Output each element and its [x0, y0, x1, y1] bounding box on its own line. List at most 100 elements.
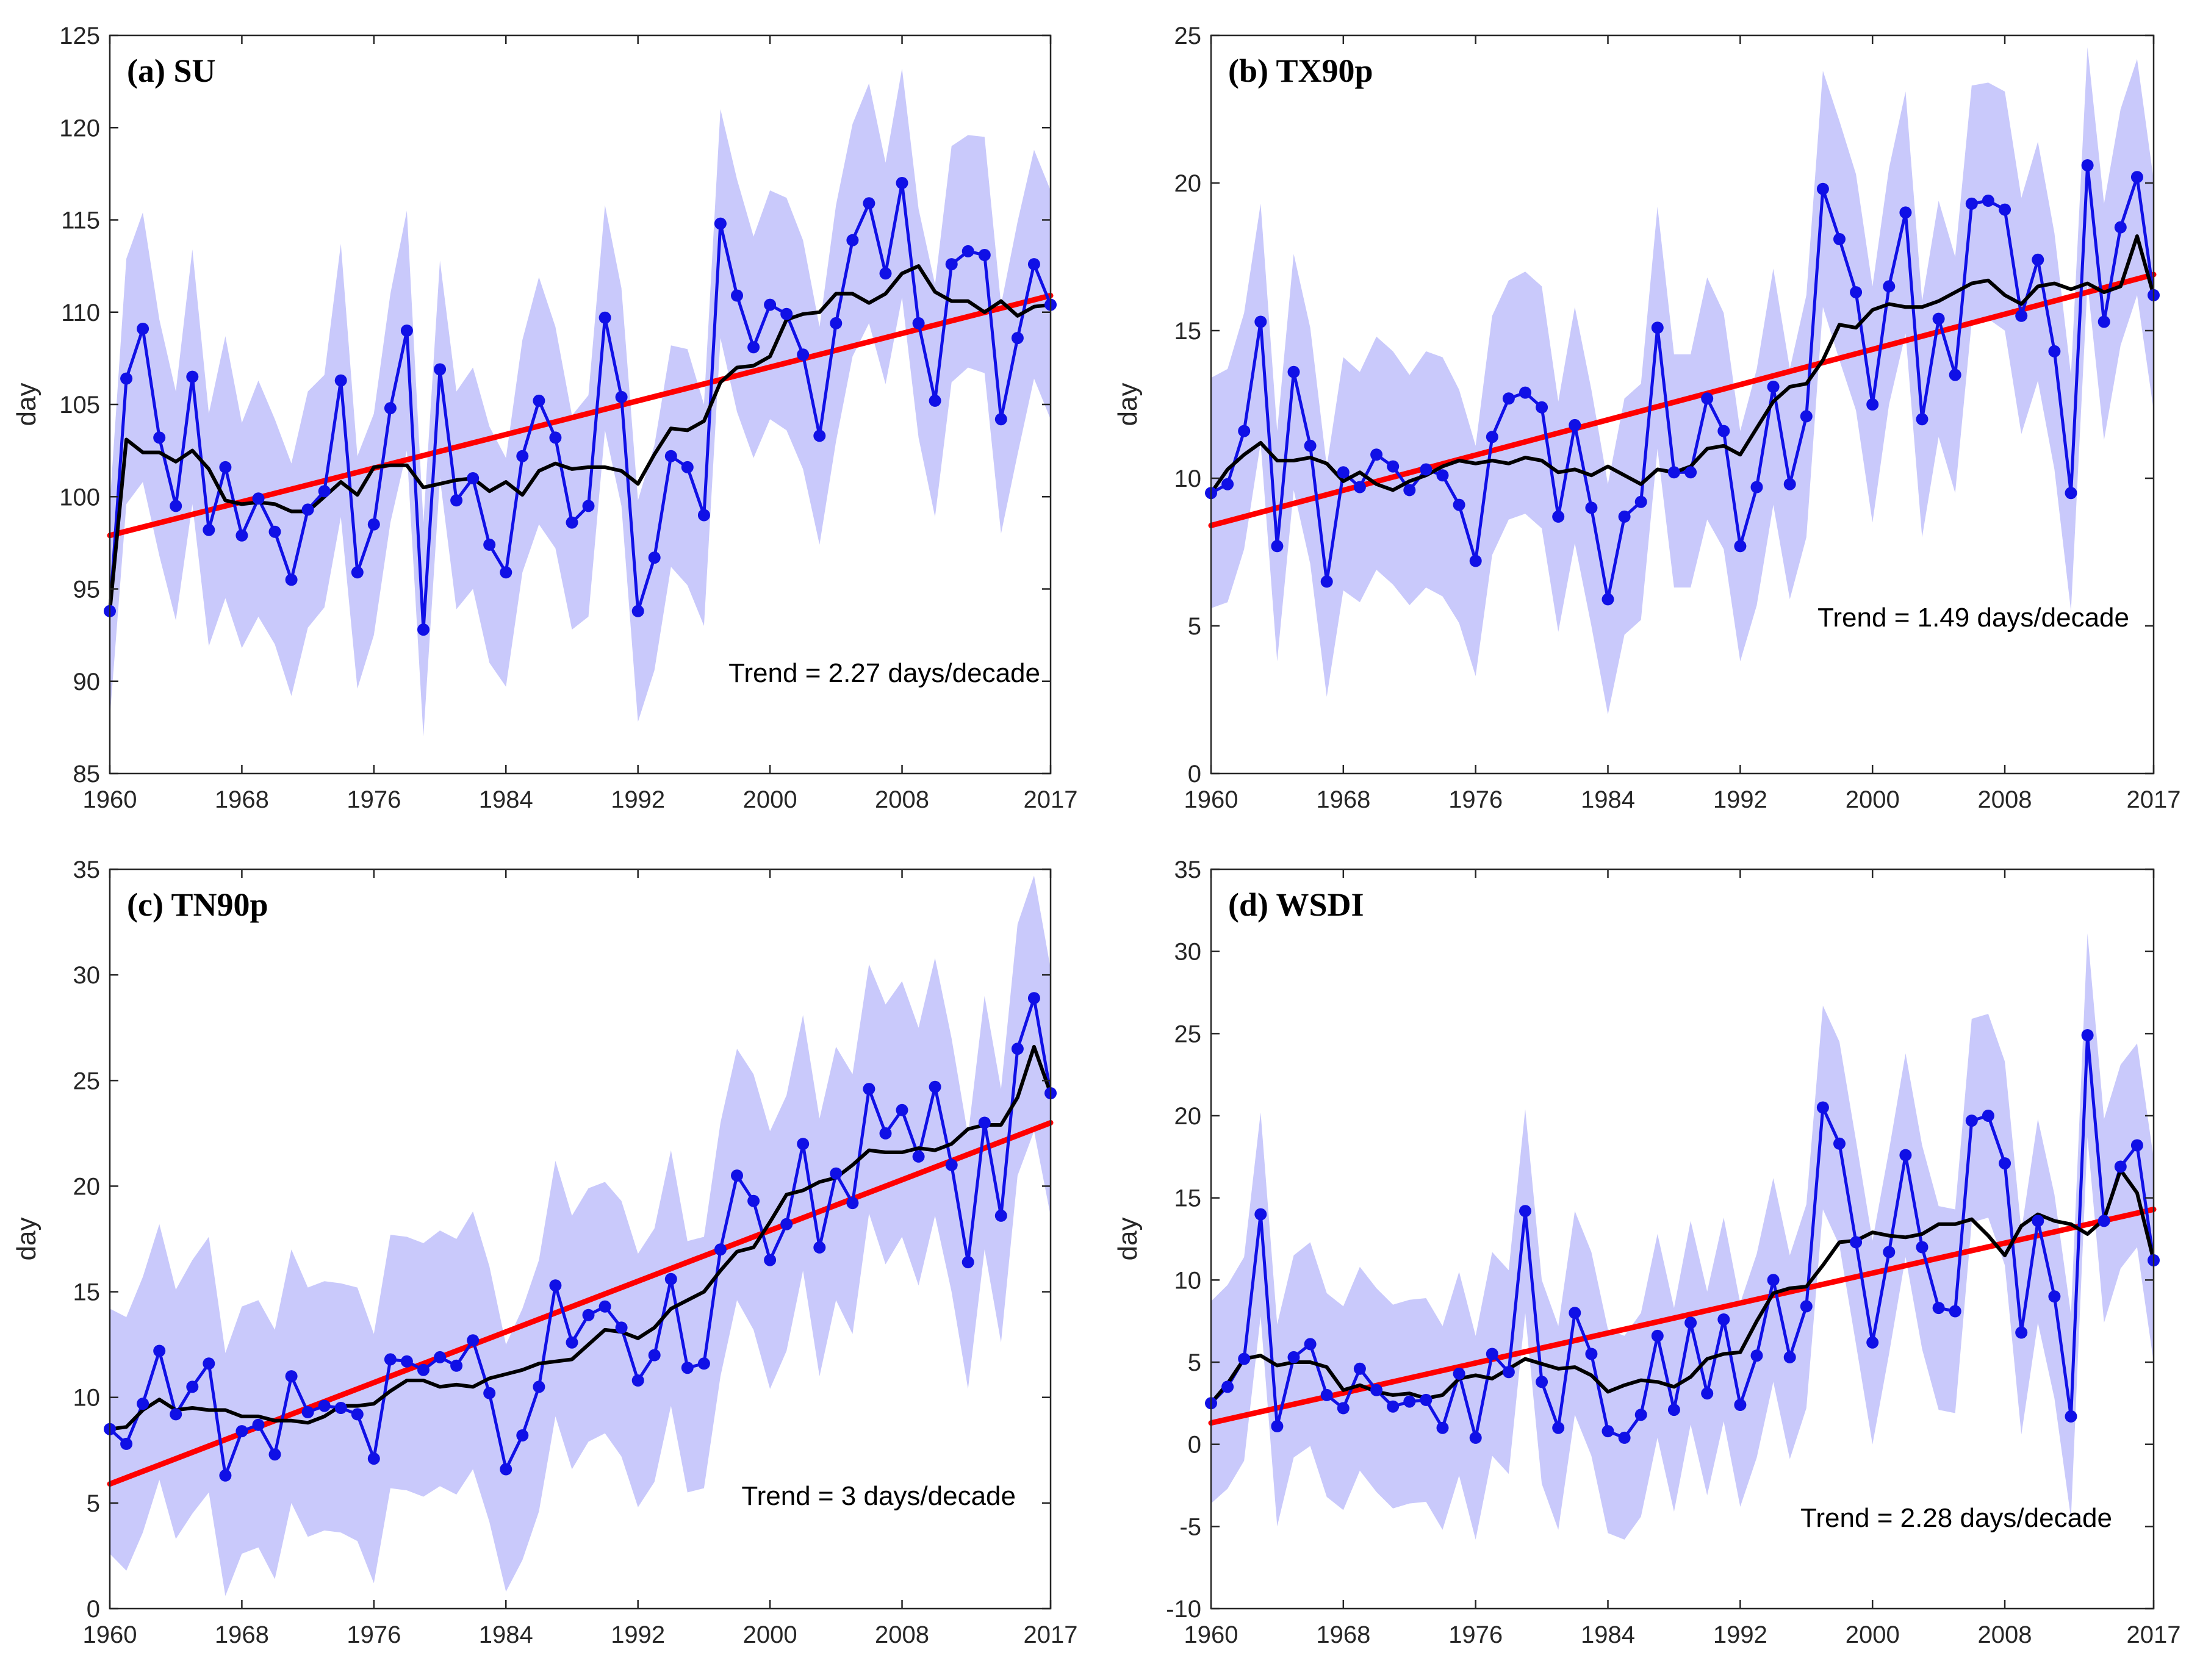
x-tick-label: 1968 [215, 1621, 269, 1648]
y-tick-label: -5 [1179, 1513, 1201, 1540]
data-point [285, 573, 298, 586]
data-point [252, 1418, 265, 1431]
x-tick-label: 1968 [1316, 1621, 1370, 1648]
moving-mean-line [1209, 234, 2155, 494]
moving-mean-line [1209, 1168, 2155, 1405]
x-tick-label: 1976 [347, 786, 401, 813]
panel-title: (b) TX90p [1228, 52, 1373, 89]
x-tick-label: 2008 [875, 1621, 929, 1648]
data-point [1337, 1402, 1350, 1415]
x-tick-label: 1968 [215, 786, 269, 813]
data-point [467, 1334, 480, 1347]
trend-line [107, 293, 1054, 539]
data-point [1353, 481, 1366, 494]
data-point [1287, 1351, 1300, 1363]
x-tick-label: 1976 [347, 1621, 401, 1648]
data-point [1949, 368, 1961, 381]
data-point [714, 217, 727, 230]
index-series-line [109, 996, 1052, 1477]
data-point [1750, 481, 1763, 494]
data-point [1420, 463, 1433, 476]
y-tick-label: 30 [73, 962, 101, 989]
data-point [1254, 315, 1267, 328]
data-point [186, 1380, 199, 1393]
data-point [797, 348, 810, 361]
data-point [1651, 321, 1664, 334]
x-tick-label: 1992 [611, 1621, 665, 1648]
data-point [1353, 1362, 1366, 1375]
data-point [1536, 401, 1548, 414]
data-point [1916, 1241, 1929, 1254]
data-point [1221, 1380, 1234, 1393]
data-point [1469, 1431, 1482, 1444]
data-point [2114, 221, 2127, 234]
index-series-line [108, 181, 1052, 631]
data-point [235, 529, 248, 542]
data-point [1519, 386, 1531, 399]
x-tick-label: 1984 [1581, 786, 1635, 813]
y-tick-label: -10 [1166, 1596, 1201, 1623]
data-point [1783, 478, 1796, 490]
x-tick-label: 2017 [1024, 1621, 1078, 1648]
x-tick-label: 2017 [2127, 1621, 2181, 1648]
data-point [863, 1083, 875, 1096]
data-point [252, 492, 265, 505]
index-series-line [1210, 1033, 2155, 1440]
data-point [912, 317, 925, 329]
data-point [2048, 1290, 2061, 1303]
data-point [1370, 448, 1383, 461]
data-point [1634, 495, 1647, 508]
data-point [681, 461, 694, 473]
y-tick-label: 10 [73, 1385, 101, 1412]
data-point [1866, 398, 1879, 411]
data-point [2114, 1160, 2127, 1173]
trend-annotation: Trend = 2.28 days/decade [1800, 1503, 2112, 1533]
data-point [1965, 197, 1978, 210]
data-point [1569, 418, 1581, 431]
panel-tx90p: 1960 1968 1976 1984 1992 2000 2008 2017 0 5 10 15 20… [1113, 23, 2180, 813]
y-tick-label: 0 [1188, 761, 1201, 788]
y-tick-label: 20 [73, 1173, 101, 1200]
data-point [1502, 392, 1515, 405]
data-point [1783, 1351, 1796, 1363]
data-point [334, 374, 347, 387]
data-point [467, 472, 480, 484]
x-tick-label: 1968 [1316, 786, 1370, 813]
plot-frame [109, 868, 1052, 1610]
data-point [1982, 1110, 1994, 1122]
data-point [1536, 1376, 1548, 1388]
data-point [450, 494, 463, 507]
x-tick-label: 2008 [875, 786, 929, 813]
data-point [1601, 593, 1614, 606]
data-point [1767, 1274, 1780, 1287]
data-point [1883, 280, 1896, 293]
data-point [400, 1355, 413, 1368]
data-point [1750, 1349, 1763, 1362]
data-point [1651, 1329, 1664, 1342]
y-tick-label: 105 [59, 392, 100, 418]
y-tick-label: 15 [73, 1279, 101, 1306]
plot-frame [1210, 868, 2155, 1610]
data-point [2065, 487, 2077, 500]
y-axis-label: day [1113, 1218, 1143, 1261]
x-tick-label: 1984 [1581, 1621, 1635, 1648]
data-point [1304, 1338, 1317, 1351]
data-point [962, 1256, 974, 1269]
y-tick-label: 0 [87, 1596, 100, 1623]
data-point [631, 605, 644, 617]
data-point [186, 370, 199, 383]
data-point [1453, 498, 1465, 511]
data-point [648, 1349, 661, 1362]
data-point [582, 1308, 595, 1321]
data-point [334, 1402, 347, 1414]
data-point [384, 1353, 397, 1366]
data-point [203, 1357, 215, 1370]
data-point [1667, 1404, 1680, 1416]
data-point [1932, 1302, 1945, 1315]
y-tick-label: 95 [73, 576, 101, 603]
y-tick-label: 85 [73, 761, 101, 788]
y-tick-label: 120 [59, 115, 100, 142]
data-point [1585, 501, 1598, 514]
data-point [566, 1336, 578, 1349]
data-point [285, 1370, 298, 1383]
